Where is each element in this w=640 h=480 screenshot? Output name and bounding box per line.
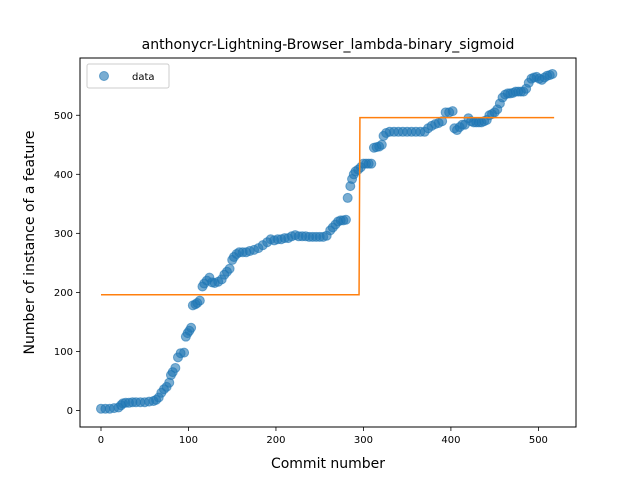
y-axis-label: Number of instance of a feature [22, 131, 38, 355]
x-tick-label: 400 [441, 435, 460, 446]
legend-marker-data [99, 71, 109, 81]
y-axis: 0 100 200 300 400 500 [54, 111, 80, 417]
chart-title: anthonycr-Lightning-Browser_lambda-binar… [142, 37, 515, 53]
legend-box [86, 63, 170, 89]
data-points-layer [95, 68, 558, 414]
data-point [186, 322, 197, 333]
data-point [447, 106, 458, 117]
x-tick-label: 200 [266, 435, 285, 446]
data-point [179, 347, 190, 358]
data-point [547, 68, 558, 79]
data-point [224, 263, 235, 274]
legend: data [86, 63, 170, 89]
y-tick-label: 300 [54, 229, 73, 240]
data-point [342, 192, 353, 203]
x-tick-label: 300 [354, 435, 373, 446]
x-tick-label: 0 [98, 435, 104, 446]
y-tick-label: 200 [54, 288, 73, 299]
plot-frame [79, 57, 577, 428]
data-point [376, 139, 387, 150]
y-tick-label: 100 [54, 347, 73, 358]
data-point [437, 116, 448, 127]
y-tick-label: 0 [67, 406, 73, 417]
data-point [170, 362, 181, 373]
legend-label-data: data [132, 72, 155, 83]
data-point [194, 295, 205, 306]
data-point [366, 158, 377, 169]
x-tick-label: 500 [529, 435, 548, 446]
x-tick-label: 100 [179, 435, 198, 446]
fit-line-layer [100, 116, 555, 296]
y-tick-label: 400 [54, 170, 73, 181]
x-axis: 0 100 200 300 400 500 [98, 427, 548, 446]
fit-line [100, 116, 555, 296]
x-axis-label: Commit number [271, 456, 385, 472]
y-tick-label: 500 [54, 111, 73, 122]
data-point [340, 214, 351, 225]
